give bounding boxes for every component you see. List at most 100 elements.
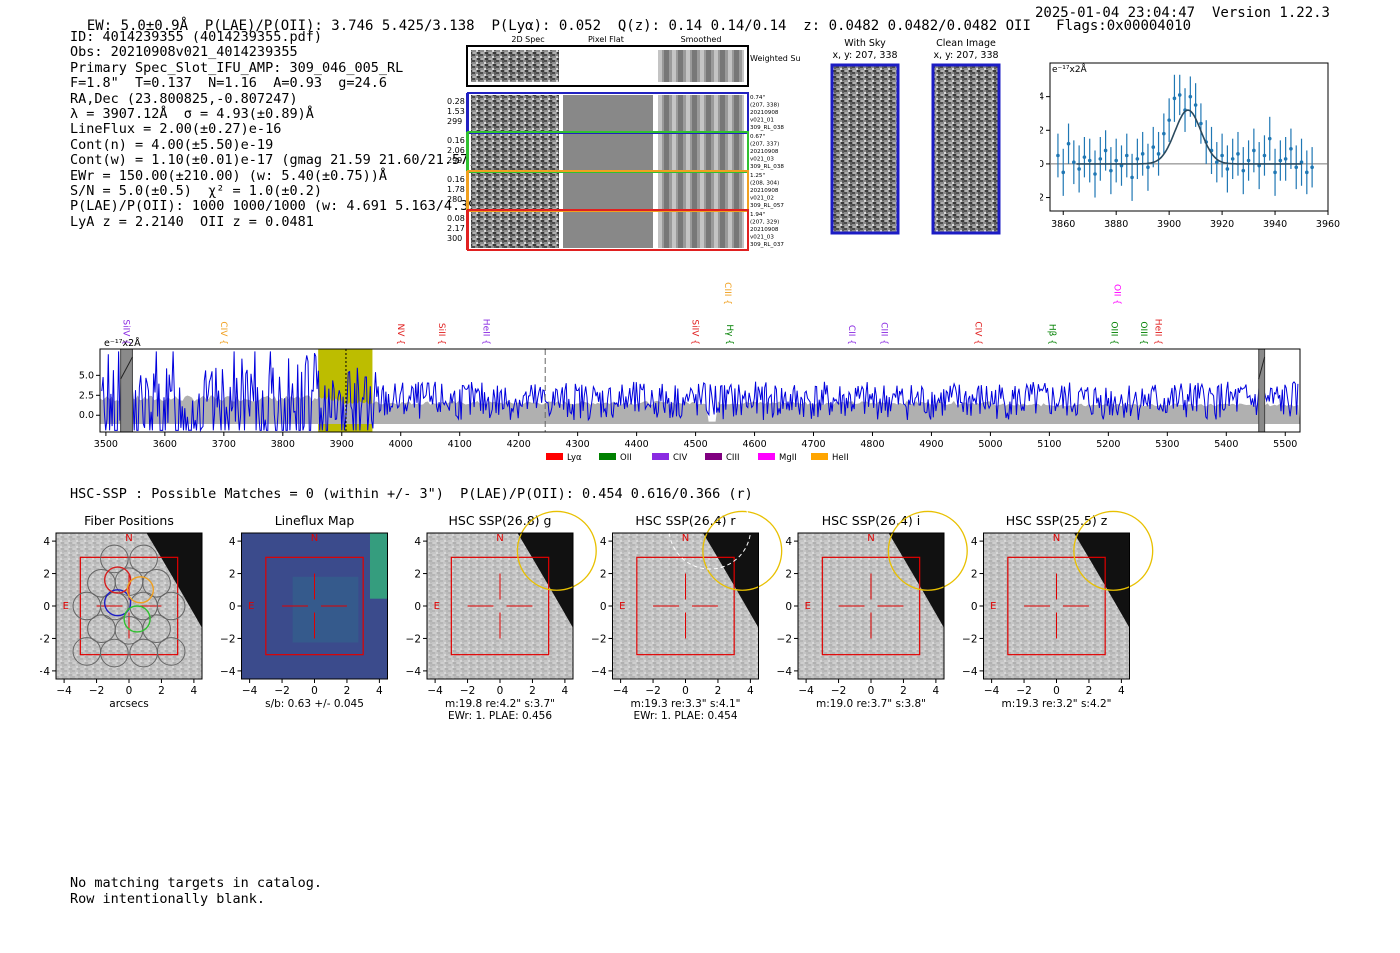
full-spectrum-plot: e⁻¹⁷x2Å 0.0 2.5 5.0 3500 3600 3700 3800 3900 4000… [79, 282, 1301, 463]
spectrum-xtick-label: 3800 [271, 439, 295, 450]
fiber-2d-spec [471, 173, 559, 209]
zoom-point [1305, 170, 1309, 175]
info-obs: Obs: 20210908v021_4014239355 [70, 44, 298, 61]
cutout-ytick-label: −2 [962, 633, 977, 645]
spec2d-panel: 2D Spec Pixel Flat Smoothed Weighted Sum… [447, 35, 800, 251]
legend-swatch [758, 453, 775, 460]
zoom-point [1220, 153, 1224, 158]
legend-label: HeII [832, 453, 849, 463]
east-label: E [619, 601, 625, 612]
footer-line-1: No matching targets in catalog. [70, 875, 322, 891]
zoom-point [1262, 153, 1267, 158]
legend-label: MgII [779, 453, 797, 463]
zoom-point [1124, 153, 1129, 158]
fiber-stat: 280 [447, 195, 462, 204]
cutout-ytick-label: −2 [40, 633, 50, 645]
cutout-xtick-label: −2 [645, 685, 660, 697]
zoom-xtick-label: 3900 [1157, 219, 1181, 230]
spectrum-xtick-label: 5400 [1214, 439, 1238, 450]
zoom-point [1252, 148, 1256, 153]
clean-coords: x, y: 207, 338 [933, 50, 998, 61]
timestamp: 2025-01-04 23:04:47 [1034, 5, 1196, 21]
zoom-point [1273, 170, 1277, 175]
east-label: E [434, 601, 440, 612]
zoom-frame [1049, 62, 1329, 212]
zoom-point [1188, 94, 1193, 99]
bright-source [1074, 533, 1130, 628]
fiber-pixel-flat [563, 173, 653, 209]
with-sky-image [830, 63, 900, 235]
bright-source [517, 533, 573, 628]
cutout-xtick-label: 0 [682, 685, 689, 697]
source-ellipse [516, 510, 597, 591]
fiber-meta: 0.74" [750, 95, 765, 101]
spectrum-xtick-label: 3700 [212, 439, 236, 450]
fiber-color-bar [466, 171, 469, 211]
selected-fiber-circle [103, 566, 132, 594]
lineflux-blob [292, 576, 359, 643]
zoom-ytick-label: 4 [1040, 92, 1044, 103]
footer-notes: No matching targets in catalog. Row inte… [70, 875, 322, 907]
fiber-stat: 2.17 [447, 224, 465, 233]
zoom-point [1289, 146, 1293, 151]
aperture-box [265, 556, 364, 656]
fiber-meta: (207, 337) [750, 142, 779, 148]
zoom-point [1230, 157, 1235, 161]
bright-source [888, 533, 944, 628]
fiber-color-bar [466, 93, 469, 133]
cutout-xtick-label: 4 [191, 685, 198, 697]
spectrum-xtick-label: 4300 [566, 439, 590, 450]
cutout-title: HSC SSP(25.5) z [1006, 513, 1108, 528]
east-label: E [805, 601, 811, 612]
line-id-label: SiIV { [690, 319, 700, 345]
fiber-meta: (207, 329) [750, 220, 779, 226]
fiber-stat: 1.53 [447, 107, 465, 116]
cutout-ytick-label: −4 [220, 666, 236, 678]
cutout-ytick-label: 0 [414, 601, 421, 613]
line-id-label: HeII { [1153, 319, 1163, 345]
zoom-point [1162, 131, 1166, 136]
info-sn: S/N = 5.0(±0.5) χ² = 1.0(±0.2) [70, 183, 322, 200]
cutout-xtick-label: −4 [427, 685, 443, 697]
line-id-label: Hγ { [724, 324, 734, 345]
fiber-2d-spec [471, 95, 559, 131]
fiber-meta: 20210908 [750, 149, 779, 155]
cutout-ytick-label: 2 [785, 569, 792, 581]
zoom-point [1294, 165, 1299, 170]
legend-swatch [811, 453, 828, 460]
line-id-label: Hβ { [1046, 324, 1056, 345]
line-id-label: CIII { [722, 282, 732, 305]
spectrum-ytick-label: 2.5 [79, 390, 94, 401]
spectrum-xtick-label: 4500 [683, 439, 707, 450]
cutout-ytick-label: 0 [600, 601, 607, 613]
fiber-meta: v021_03 [750, 235, 774, 241]
info-z: LyA z = 2.2140 OII z = 0.0481 [70, 213, 314, 230]
line-id-label: HeII { [480, 319, 490, 345]
cutout-xtick-label: 2 [158, 685, 165, 697]
detection-info: ID: 4014239355 (4014239355.pdf) Obs: 202… [70, 29, 493, 230]
cutout-panel: HSC SSP(26.8) g N E −4 −4 −2 −2 0 0 2 2 4 4 m:19.8 re… [406, 510, 597, 722]
spectrum-xtick-label: 5300 [1155, 439, 1179, 450]
cutout-xtick-label: 2 [900, 685, 907, 697]
spectrum-ylabel: e⁻¹⁷x2Å [104, 337, 141, 349]
selected-fiber-circle [123, 605, 151, 633]
fiber-pixel-flat [563, 134, 653, 170]
cutout-caption: m:19.3 re:3.3" s:4.1" [631, 698, 741, 710]
zoom-xtick-label: 3880 [1104, 219, 1128, 230]
cutout-ytick-label: 4 [785, 536, 792, 548]
north-label: N [867, 533, 874, 544]
fiber-stat: 0.16 [447, 175, 465, 184]
cutout-xtick-label: −2 [274, 685, 289, 697]
fiber-color-bar [466, 210, 469, 250]
fiber-meta: 0.67" [750, 134, 765, 140]
zoom-gaussian-fit [1076, 109, 1302, 165]
selected-fiber-circle [103, 589, 132, 617]
cutout-ytick-label: −4 [962, 666, 978, 678]
fiber-meta: 20210908 [750, 227, 779, 233]
aperture-box [1007, 556, 1106, 656]
cutout-xtick-label: 0 [497, 685, 504, 697]
cutout-xtick-label: 2 [344, 685, 351, 697]
line-id-label: CIV { [973, 321, 983, 345]
zoom-point [1098, 157, 1103, 161]
